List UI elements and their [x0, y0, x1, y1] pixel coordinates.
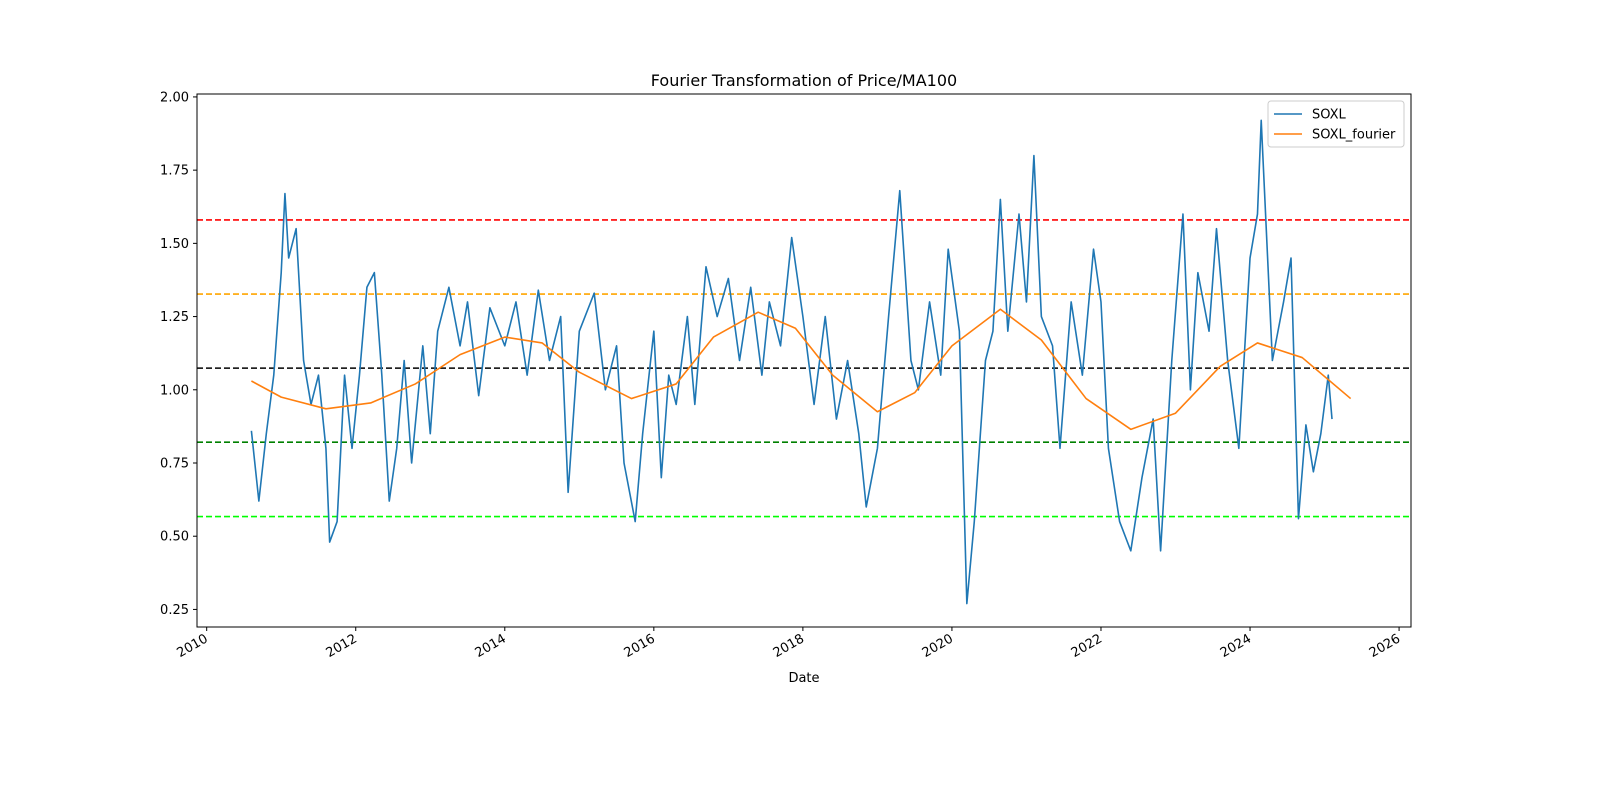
legend-label: SOXL — [1312, 108, 1347, 123]
legend-label: SOXL_fourier — [1312, 128, 1396, 143]
chart-title: Fourier Transformation of Price/MA100 — [651, 71, 957, 90]
y-tick-label: 0.75 — [160, 457, 189, 472]
x-tick-label: 2018 — [771, 631, 807, 661]
plot-frame — [196, 93, 1412, 628]
y-tick-label: 1.50 — [160, 237, 189, 252]
y-tick-label: 1.25 — [160, 310, 189, 325]
x-tick-label: 2022 — [1069, 631, 1105, 661]
y-tick-label: 1.75 — [160, 164, 189, 179]
x-tick-label: 2016 — [622, 631, 658, 661]
legend-box — [1267, 100, 1405, 148]
y-tick-label: 1.00 — [160, 383, 189, 398]
y-tick-label: 2.00 — [160, 90, 189, 105]
y-tick-label: 0.25 — [160, 603, 189, 618]
x-tick-label: 2026 — [1367, 631, 1403, 661]
x-tick-label: 2012 — [324, 631, 360, 661]
series-line — [250, 119, 1333, 605]
x-tick-label: 2014 — [473, 631, 509, 661]
x-axis-label: Date — [788, 671, 819, 686]
y-tick-label: 0.50 — [160, 530, 189, 545]
x-tick-label: 2024 — [1218, 631, 1254, 661]
x-tick-label: 2020 — [920, 631, 956, 661]
series-line — [251, 308, 1352, 431]
x-tick-label: 2010 — [175, 631, 211, 661]
